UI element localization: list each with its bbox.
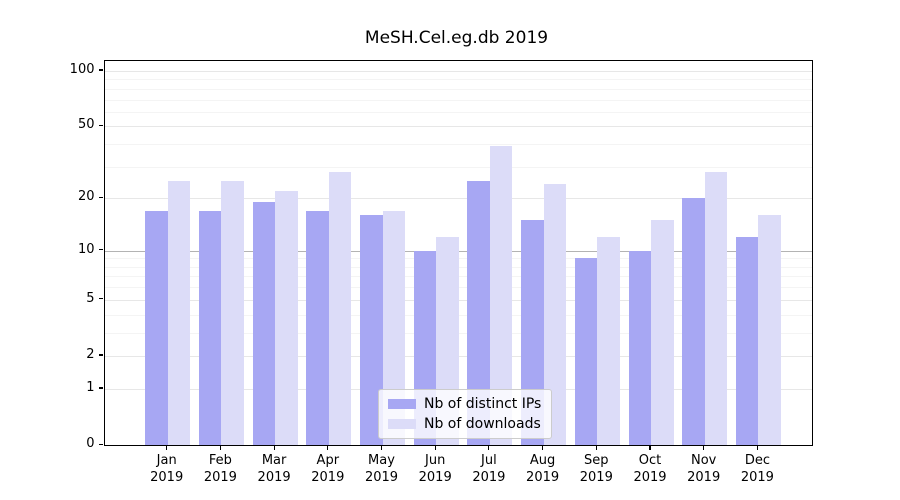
legend-swatch-downloads bbox=[388, 419, 416, 429]
y-tick-mark bbox=[99, 69, 103, 71]
minor-gridline bbox=[104, 144, 812, 146]
bar-distinct-ips-jul bbox=[467, 180, 490, 445]
minor-gridline bbox=[104, 111, 812, 113]
y-tick-mark bbox=[99, 196, 103, 198]
legend-label-downloads: Nb of downloads bbox=[424, 416, 541, 432]
y-tick-label: 10 bbox=[77, 241, 95, 257]
x-tick-mark bbox=[219, 445, 221, 450]
bar-distinct-ips-feb bbox=[198, 210, 222, 445]
y-tick-label: 5 bbox=[86, 290, 95, 306]
x-tick-label-apr: Apr 2019 bbox=[311, 453, 345, 485]
minor-gridline bbox=[104, 88, 812, 90]
x-tick-label-dec: Dec 2019 bbox=[740, 453, 774, 485]
y-tick-label: 20 bbox=[77, 189, 95, 205]
bar-downloads-feb bbox=[221, 180, 244, 445]
y-tick-label: 2 bbox=[86, 346, 95, 362]
y-tick-mark bbox=[99, 443, 103, 445]
legend-swatch-distinct-ips bbox=[388, 399, 416, 409]
x-tick-label-jan: Jan 2019 bbox=[150, 453, 184, 485]
bar-downloads-apr bbox=[328, 172, 352, 445]
x-tick-label-may: May 2019 bbox=[364, 453, 399, 485]
x-tick-label-aug: Aug 2019 bbox=[526, 453, 560, 485]
plot-area bbox=[103, 60, 813, 446]
x-tick-label-jul: Jul 2019 bbox=[472, 453, 506, 485]
x-tick-label-jun: Jun 2019 bbox=[418, 453, 452, 485]
bar-downloads-jan bbox=[167, 180, 191, 445]
legend-row-distinct-ips: Nb of distinct IPs bbox=[388, 396, 541, 412]
x-tick-mark bbox=[166, 445, 168, 450]
bar-distinct-ips-apr bbox=[306, 210, 329, 445]
bar-distinct-ips-aug bbox=[521, 220, 544, 445]
bar-downloads-mar bbox=[275, 190, 298, 445]
chart-title: MeSH.Cel.eg.db 2019 bbox=[364, 28, 549, 48]
bar-distinct-ips-may bbox=[360, 215, 383, 445]
y-tick-mark bbox=[99, 298, 103, 300]
bar-distinct-ips-mar bbox=[252, 202, 276, 445]
y-tick-mark bbox=[99, 124, 103, 127]
bar-distinct-ips-dec bbox=[735, 237, 759, 445]
y-tick-mark bbox=[99, 354, 103, 356]
y-tick-label: 1 bbox=[86, 379, 95, 395]
legend-row-downloads: Nb of downloads bbox=[388, 416, 541, 432]
major-gridline bbox=[104, 126, 812, 128]
x-tick-mark bbox=[595, 445, 597, 450]
x-tick-mark bbox=[703, 445, 705, 450]
x-tick-mark bbox=[434, 445, 436, 450]
bar-downloads-sep bbox=[597, 237, 620, 445]
major-gridline bbox=[104, 198, 812, 200]
y-tick-mark bbox=[99, 387, 103, 389]
bar-downloads-oct bbox=[651, 220, 674, 445]
major-gridline bbox=[104, 70, 812, 72]
x-tick-mark bbox=[273, 445, 275, 450]
y-tick-mark bbox=[99, 249, 103, 251]
legend-label-distinct-ips: Nb of distinct IPs bbox=[424, 396, 542, 412]
y-tick-label: 50 bbox=[77, 117, 95, 133]
y-tick-label: 0 bbox=[86, 436, 95, 451]
minor-gridline bbox=[104, 79, 812, 81]
bar-distinct-ips-sep bbox=[574, 258, 598, 445]
minor-gridline bbox=[104, 166, 812, 168]
bar-downloads-aug bbox=[543, 184, 567, 445]
x-tick-mark bbox=[327, 445, 329, 450]
legend: Nb of distinct IPs Nb of downloads bbox=[378, 389, 553, 439]
bar-distinct-ips-oct bbox=[628, 250, 651, 445]
x-tick-mark bbox=[488, 445, 490, 450]
bar-downloads-dec bbox=[758, 215, 781, 445]
x-tick-mark bbox=[380, 445, 383, 450]
x-tick-label-nov: Nov 2019 bbox=[687, 453, 721, 485]
bar-downloads-jul bbox=[489, 146, 513, 445]
x-tick-label-feb: Feb 2019 bbox=[203, 453, 237, 485]
x-tick-mark bbox=[756, 445, 758, 450]
bar-distinct-ips-nov bbox=[682, 198, 705, 445]
x-tick-mark bbox=[542, 445, 544, 450]
minor-gridline bbox=[104, 99, 812, 101]
x-tick-label-sep: Sep 2019 bbox=[579, 453, 613, 485]
y-tick-label: 100 bbox=[69, 61, 95, 77]
x-tick-mark bbox=[649, 445, 651, 450]
bar-downloads-nov bbox=[704, 172, 728, 445]
x-tick-label-mar: Mar 2019 bbox=[257, 453, 291, 485]
bar-downloads-may bbox=[382, 210, 405, 445]
bar-distinct-ips-jan bbox=[145, 210, 168, 445]
x-tick-label-oct: Oct 2019 bbox=[633, 453, 667, 485]
